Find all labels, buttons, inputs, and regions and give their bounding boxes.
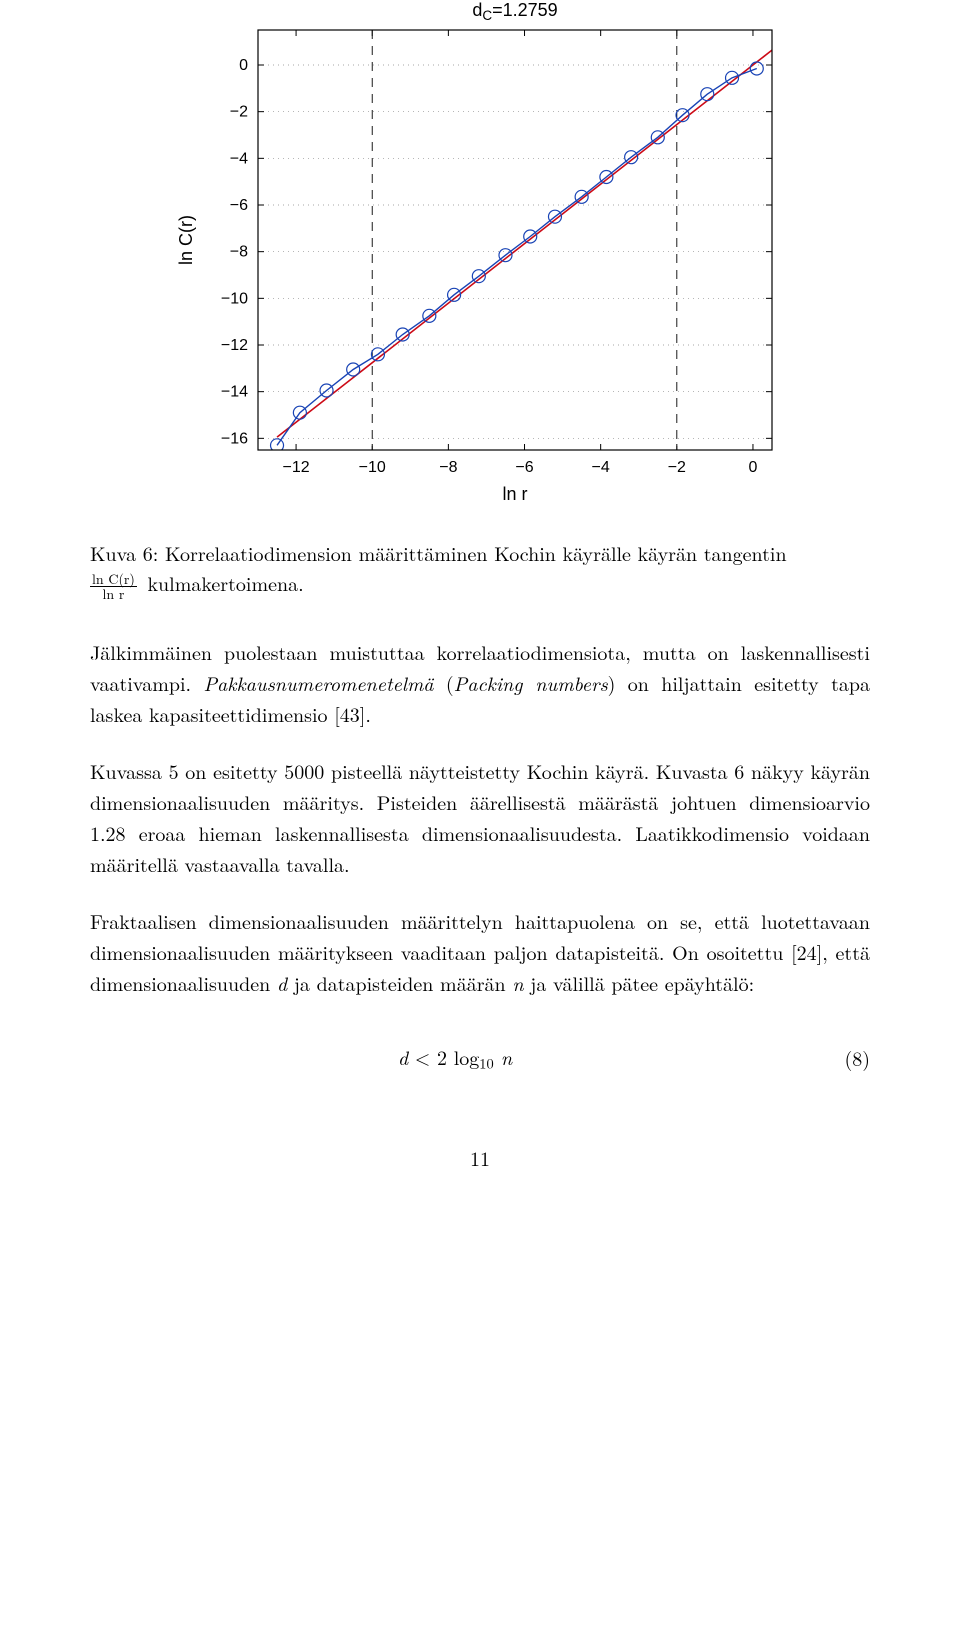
caption-main-text: Kuva 6: Korrelaatiodimension määrittämin… (90, 538, 787, 567)
svg-text:−2: −2 (668, 459, 686, 476)
paragraph-2: Kuvassa 5 on esitetty 5000 pisteellä näy… (90, 755, 870, 879)
svg-text:0: 0 (749, 459, 758, 476)
equation-8: d < 2 log10 n (8) (90, 1042, 870, 1074)
svg-text:−8: −8 (439, 459, 457, 476)
svg-text:0: 0 (239, 57, 248, 74)
equation-number: (8) (820, 1043, 870, 1072)
svg-text:−14: −14 (221, 384, 248, 401)
paragraph-3: Fraktaalisen dimensionaalisuuden määritt… (90, 905, 870, 998)
svg-text:−12: −12 (283, 459, 310, 476)
svg-text:−10: −10 (221, 290, 248, 307)
svg-text:−16: −16 (221, 430, 248, 447)
caption-frac-den: ln r (90, 587, 137, 602)
paragraph-1: Jälkimmäinen puolestaan muistuttaa korre… (90, 636, 870, 729)
svg-text:ln r: ln r (502, 484, 527, 504)
svg-text:−12: −12 (221, 337, 248, 354)
caption-tail: kulmakertoimena. (141, 568, 304, 597)
correlation-dimension-chart: dC=1.2759 −16 −14 −12 −10 −8 −6 −4 −2 0 −12 −10 −8 −6… (170, 0, 790, 510)
svg-text:−6: −6 (230, 197, 248, 214)
svg-text:−6: −6 (515, 459, 533, 476)
figure-caption: Kuva 6: Korrelaatiodimension määrittämin… (90, 538, 870, 602)
svg-text:−2: −2 (230, 104, 248, 121)
svg-text:−10: −10 (359, 459, 386, 476)
equation-body: d < 2 log10 n (90, 1042, 820, 1074)
svg-text:ln C(r): ln C(r) (176, 215, 196, 265)
page-number: 11 (90, 1143, 870, 1172)
caption-fraction: ln C(r) ln r (90, 572, 137, 602)
svg-text:dC=1.2759: dC=1.2759 (472, 0, 557, 23)
svg-text:−8: −8 (230, 244, 248, 261)
svg-text:−4: −4 (230, 150, 248, 167)
svg-text:−4: −4 (592, 459, 610, 476)
